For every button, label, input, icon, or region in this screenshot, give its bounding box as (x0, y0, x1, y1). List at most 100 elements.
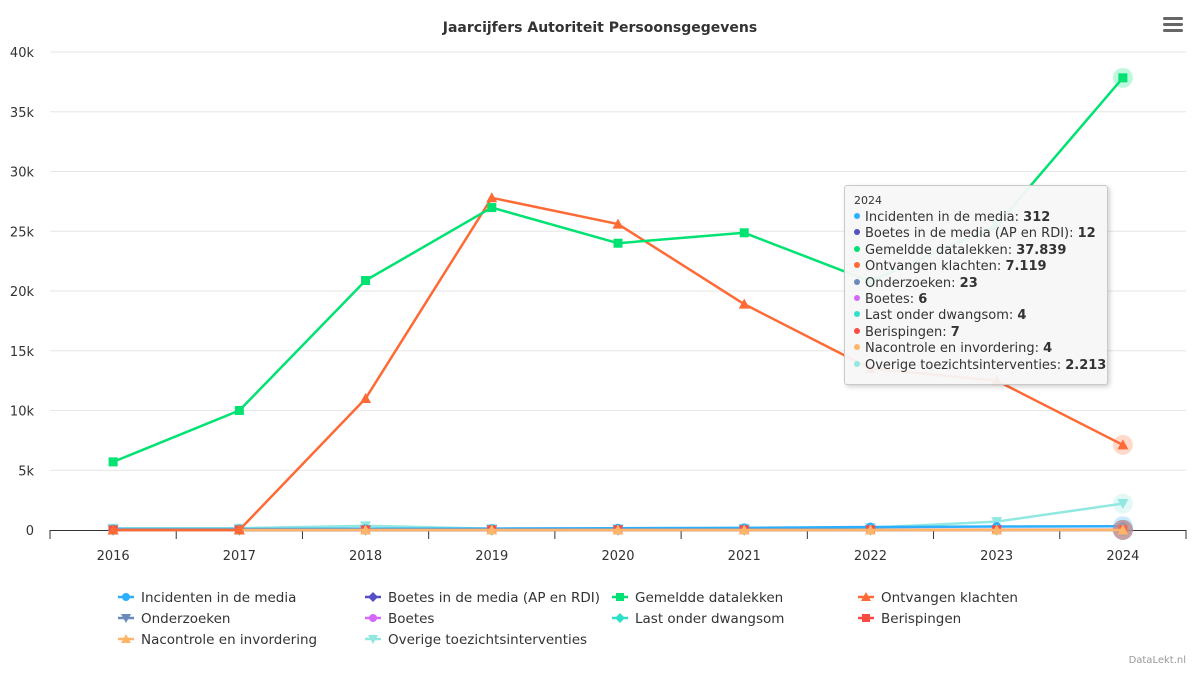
tooltip-value: 6 (918, 292, 928, 308)
y-tick-label: 0 (26, 524, 34, 539)
tooltip-row: Nacontrole en invordering: 4 (854, 341, 1098, 357)
legend-item[interactable]: Incidenten in de media (118, 590, 296, 606)
y-tick-label: 40k (10, 46, 35, 61)
legend-label: Incidenten in de media (141, 590, 296, 606)
legend-item[interactable]: Last onder dwangsom (612, 611, 784, 627)
tooltip-label: Ontvangen klachten: (865, 259, 1006, 275)
tooltip-label: Incidenten in de media: (865, 210, 1024, 225)
legend-item[interactable]: Boetes (365, 611, 434, 627)
y-tick-label: 15k (10, 345, 35, 360)
hamburger-icon-bar (1163, 29, 1183, 32)
legend-symbol-marker (368, 592, 378, 602)
tooltip-dot (854, 262, 860, 269)
x-tick-label: 2017 (223, 549, 256, 564)
data-point (234, 406, 244, 415)
tooltip-dot (854, 327, 860, 334)
tooltip-label: Boetes: (865, 292, 919, 308)
tooltip: 2024 Incidenten in de media: 312 Boetes i… (844, 185, 1108, 385)
data-point (864, 524, 876, 535)
legend-item[interactable]: Ontvangen klachten (858, 590, 1018, 606)
y-tick-label: 5k (18, 464, 34, 479)
legend-item[interactable]: Overige toezichtsinterventies (365, 632, 587, 648)
data-point (612, 218, 624, 229)
data-point (107, 524, 119, 535)
tooltip-dot (854, 245, 860, 252)
chart-title: Jaarcijfers Autoriteit Persoonsgegevens (442, 20, 757, 36)
tooltip-row: Overige toezichtsinterventies: 2.213 (854, 357, 1106, 374)
tooltip-row: Ontvangen klachten: 7.119 (854, 259, 1098, 275)
tooltip-row: Onderzoeken: 23 (854, 276, 1098, 292)
legend-label: Overige toezichtsinterventies (388, 632, 587, 648)
legend-label: Onderzoeken (141, 611, 230, 627)
data-point (486, 524, 498, 535)
data-point (612, 524, 624, 535)
tooltip-dot (854, 311, 860, 318)
hamburger-icon-bar (1163, 17, 1183, 20)
chart-menu-button[interactable] (1160, 14, 1186, 38)
tooltip-value: 23 (959, 275, 978, 291)
legend-label: Last onder dwangsom (635, 611, 784, 627)
tooltip-row: Boetes: 6 (854, 292, 1098, 308)
credit-link[interactable]: DataLekt.nl (1128, 655, 1186, 666)
legend-label: Boetes in de media (AP en RDI) (388, 590, 600, 606)
legend-item[interactable]: Boetes in de media (AP en RDI) (365, 590, 600, 606)
legend-symbol-marker (616, 593, 624, 601)
x-tick-label: 2019 (475, 549, 508, 564)
y-axis: 0 5k 10k 15k 20k 25k 30k 35k 40k (10, 46, 35, 539)
x-tick-label: 2024 (1106, 549, 1139, 564)
x-tick-label: 2023 (980, 549, 1013, 564)
data-point (360, 393, 372, 404)
x-tick-label: 2018 (349, 549, 382, 564)
tooltip-dot (854, 213, 860, 219)
data-point (487, 203, 497, 213)
legend-label: Ontvangen klachten (881, 590, 1018, 606)
tooltip-value: 7.119 (1005, 259, 1047, 275)
legend-item[interactable]: Nacontrole en invordering (118, 632, 317, 648)
tooltip-row: Gemeldde datalekken: 37.839 (854, 243, 1098, 259)
data-point (738, 524, 750, 535)
data-point (991, 524, 1003, 535)
legend-symbol-marker (862, 614, 870, 622)
data-point (233, 524, 245, 535)
x-tick-label: 2020 (601, 549, 634, 564)
data-point (1117, 524, 1129, 535)
legend-item[interactable]: Gemeldde datalekken (612, 590, 783, 606)
y-tick-label: 10k (10, 405, 35, 420)
data-point (486, 192, 498, 203)
tooltip-dot (854, 229, 860, 236)
legend[interactable]: Incidenten in de media Boetes in de media… (118, 590, 1018, 648)
x-tick-label: 2022 (854, 549, 887, 564)
legend-item[interactable]: Berispingen (858, 611, 961, 627)
data-point (1118, 73, 1128, 83)
tooltip-row: Incidenten in de media: 312 (854, 210, 1098, 226)
tooltip-dot (854, 360, 860, 367)
legend-label: Boetes (388, 611, 434, 627)
tooltip-value: 37.839 (1016, 242, 1067, 258)
legend-label: Gemeldde datalekken (635, 590, 783, 606)
data-point (739, 228, 749, 238)
tooltip-label: Overige toezichtsinterventies: (865, 357, 1066, 373)
legend-symbol-marker (861, 592, 871, 601)
tooltip-label: Nacontrole en invordering: (865, 341, 1044, 357)
legend-symbol-marker (369, 614, 377, 622)
tooltip-dot (854, 278, 860, 285)
tooltip-row: Boetes in de media (AP en RDI): 12 (854, 226, 1098, 242)
legend-item[interactable]: Onderzoeken (118, 611, 230, 627)
data-point (361, 275, 371, 285)
data-point (1117, 499, 1129, 510)
legend-symbol-marker (121, 634, 131, 643)
data-point (1117, 439, 1129, 450)
tooltip-label: Gemeldde datalekken: (865, 242, 1017, 258)
legend-label: Berispingen (881, 611, 961, 627)
hamburger-icon-bar (1163, 23, 1183, 26)
tooltip-dot (854, 295, 860, 302)
x-tick-label: 2016 (97, 549, 130, 564)
legend-symbol-marker (368, 635, 378, 644)
tooltip-value: 4 (1017, 308, 1027, 324)
tooltip-dot (854, 344, 860, 351)
tooltip-label: Last onder dwangsom: (865, 308, 1018, 324)
tooltip-label: Onderzoeken: (865, 275, 960, 291)
y-tick-label: 20k (10, 285, 35, 300)
tooltip-row: Berispingen: 7 (854, 325, 1098, 341)
data-point (613, 238, 623, 248)
